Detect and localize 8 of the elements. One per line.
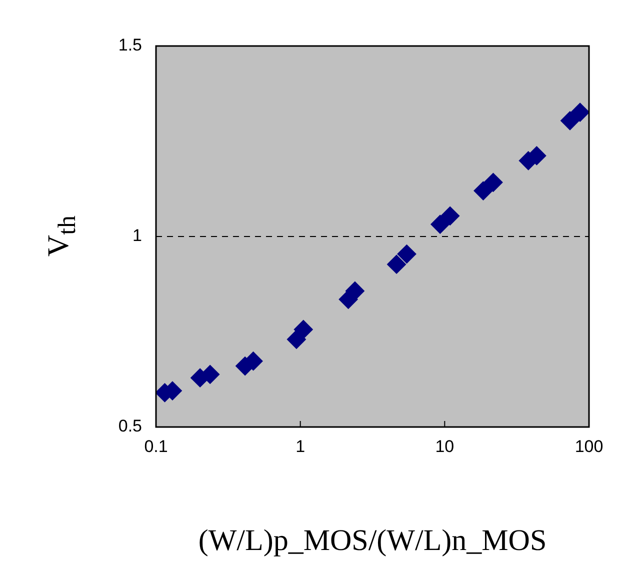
x-tick-label: 10 <box>435 436 454 456</box>
y-tick-label: 0.5 <box>118 416 142 436</box>
y-tick-label: 1 <box>132 226 142 246</box>
x-tick-label: 1 <box>296 436 306 456</box>
y-tick-label: 1.5 <box>118 36 142 55</box>
x-axis-title: (W/L)p_MOS/(W/L)n_MOS <box>198 524 547 557</box>
x-tick-label: 0.1 <box>144 436 168 456</box>
x-tick-label: 100 <box>574 436 604 456</box>
